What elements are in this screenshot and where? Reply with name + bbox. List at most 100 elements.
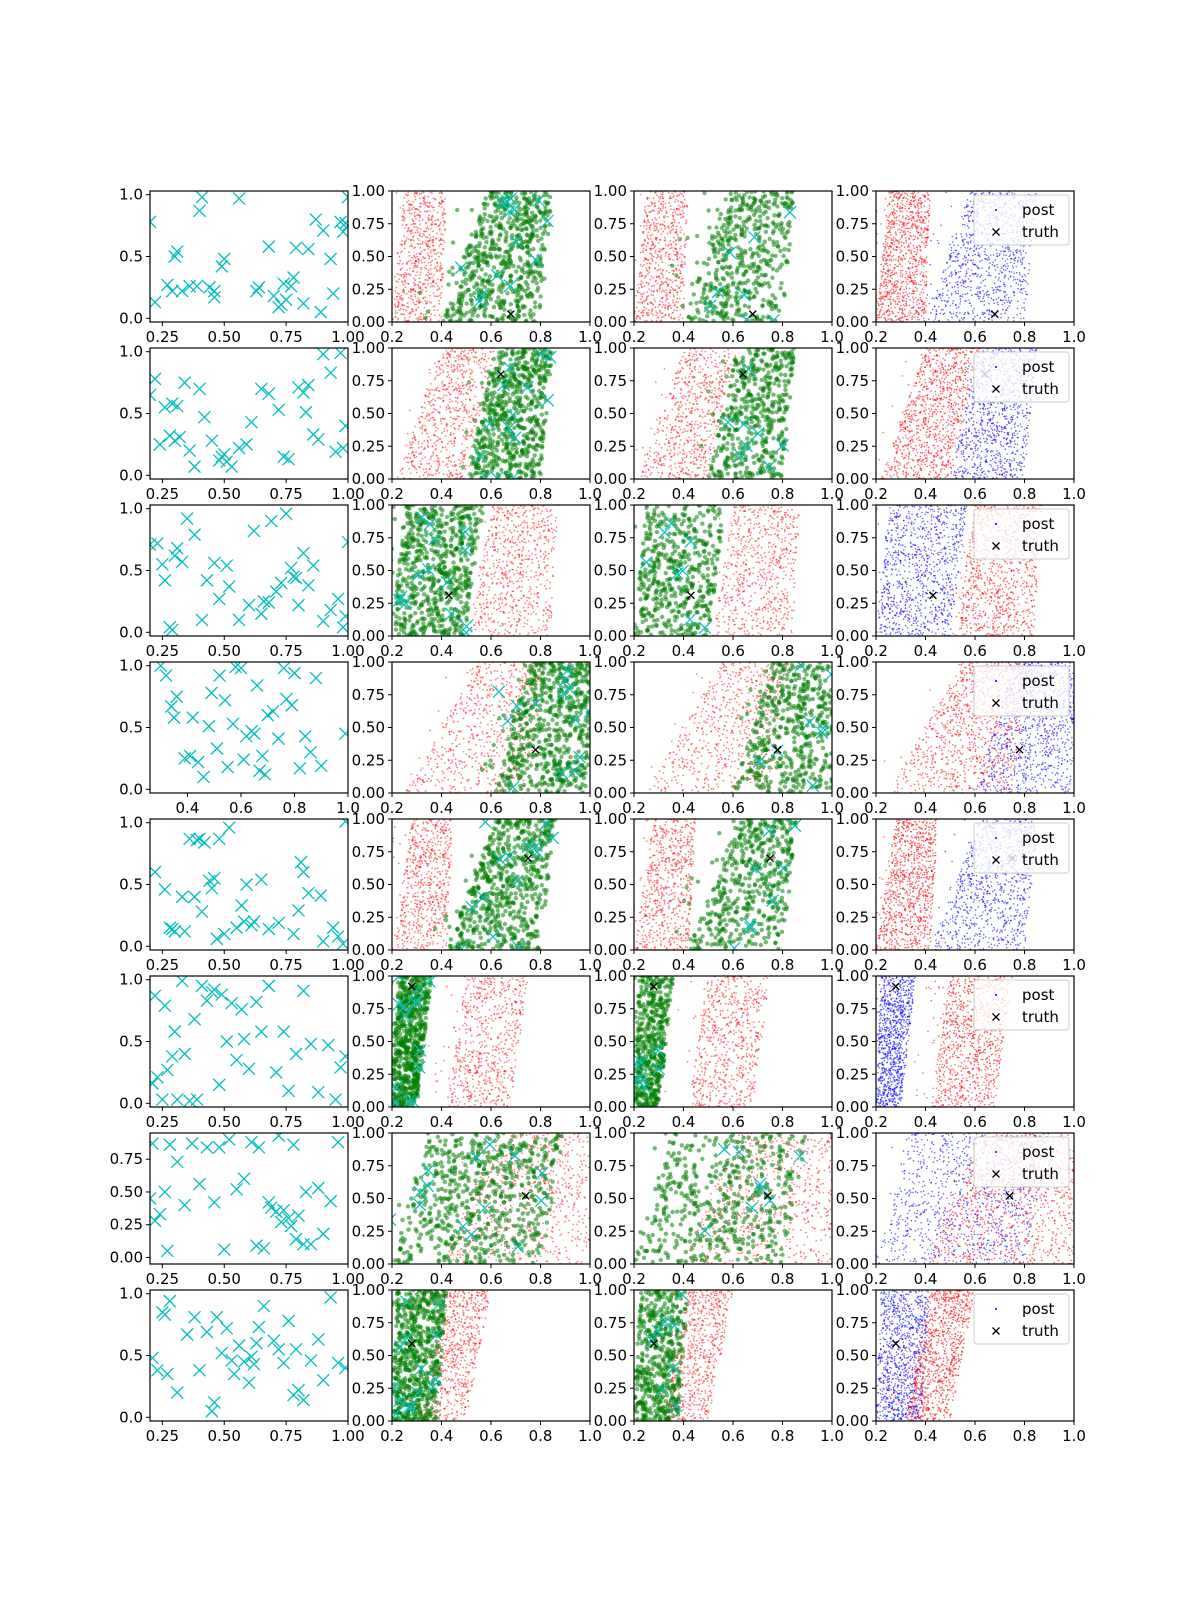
post-point-red — [667, 245, 669, 247]
post-point-red — [394, 290, 397, 293]
post-point-red — [899, 319, 901, 322]
post-point-green — [505, 291, 510, 296]
post-point-red — [443, 208, 445, 211]
post-point-red — [436, 439, 439, 442]
post-point-red — [901, 234, 904, 237]
post-point-red — [408, 207, 411, 210]
post-point-red — [412, 289, 415, 291]
post-point-red — [918, 202, 920, 204]
post-point-red — [425, 290, 428, 293]
post-point-blue — [945, 277, 947, 279]
post-point-red — [907, 230, 909, 233]
post-point-green — [751, 200, 757, 205]
post-point-red — [453, 427, 456, 429]
post-point-red — [436, 285, 439, 288]
post-point-red — [892, 289, 895, 291]
post-point-green — [525, 244, 530, 249]
post-point-red — [415, 226, 418, 229]
post-point-red — [909, 205, 912, 208]
post-xtick-label: 1.0 — [578, 328, 602, 346]
post-point-blue — [942, 292, 944, 295]
post-point-red — [442, 239, 445, 242]
post-point-red — [421, 425, 424, 428]
post-point-red — [671, 299, 674, 302]
post-point-red — [412, 235, 415, 238]
post-point-red — [899, 275, 902, 277]
post-point-green — [770, 275, 775, 280]
post-point-red — [410, 452, 413, 455]
post-point-red — [912, 296, 914, 298]
post-point-red — [886, 219, 889, 221]
post-point-red — [882, 257, 884, 260]
post-point-red — [442, 473, 445, 476]
post-point-blue — [962, 240, 964, 242]
post-point-green — [757, 214, 763, 219]
post-point-red — [879, 303, 882, 306]
post-point-blue — [973, 249, 975, 252]
post-point-red — [884, 263, 886, 265]
post-point-green — [773, 224, 779, 230]
post-point-blue — [954, 269, 956, 272]
post-point-red — [887, 314, 889, 317]
post-point-red — [419, 223, 422, 226]
post-point-green — [722, 229, 727, 234]
post-point-blue — [1021, 288, 1023, 290]
post-point-red — [462, 365, 465, 367]
post-point-red — [427, 396, 430, 398]
post-point-red — [490, 364, 492, 367]
post-point-green — [734, 197, 739, 203]
post-point-green — [515, 293, 520, 298]
post-point-red — [682, 212, 685, 215]
post-point-blue — [1016, 307, 1019, 310]
post-point-red — [925, 276, 928, 279]
post-point-green — [450, 240, 456, 245]
post-point-blue — [1027, 283, 1029, 285]
post-point-red — [648, 197, 651, 200]
post-point-red — [911, 292, 913, 295]
post-point-green — [502, 212, 507, 218]
post-point-red — [925, 227, 927, 229]
post-point-red — [902, 300, 904, 303]
post-point-green — [741, 263, 747, 269]
post-point-red — [414, 192, 416, 194]
post-point-red — [913, 217, 915, 220]
post-point-red — [436, 374, 439, 377]
post-point-red — [927, 220, 930, 223]
post-point-red — [461, 452, 463, 454]
post-point-red — [918, 244, 920, 247]
post-point-red — [419, 235, 422, 238]
post-point-red — [906, 210, 908, 213]
post-point-red — [439, 229, 441, 232]
post-point-red — [662, 203, 664, 206]
post-point-red — [424, 222, 427, 225]
post-point-red — [896, 293, 899, 295]
post-point-red — [892, 222, 895, 224]
post-point-red — [676, 291, 679, 294]
post-point-red — [432, 451, 435, 453]
post-point-green — [716, 260, 721, 265]
post-point-red — [638, 272, 641, 275]
post-point-red — [431, 206, 434, 209]
post-point-red — [413, 211, 416, 214]
post-point-blue — [952, 312, 955, 315]
post-xtick-label: 1.0 — [1062, 328, 1086, 346]
post-point-red — [680, 281, 683, 283]
post-point-red — [639, 316, 641, 319]
sample-xtick-label: 0.75 — [269, 328, 302, 346]
post-point-red — [421, 416, 424, 419]
post-point-red — [670, 226, 673, 229]
post-point-green — [718, 211, 723, 217]
post-point-blue — [1003, 283, 1005, 286]
sample-marker — [311, 432, 325, 446]
post-point-red — [646, 222, 648, 224]
post-point-red — [418, 452, 420, 455]
post-point-red — [917, 225, 920, 227]
post-point-red — [917, 212, 920, 214]
post-point-red — [428, 393, 431, 396]
post-point-red — [904, 233, 907, 236]
post-point-blue — [949, 312, 952, 314]
plot-area — [150, 348, 348, 474]
post-point-red — [899, 209, 901, 212]
post-point-blue — [1007, 248, 1009, 250]
post-point-blue — [978, 297, 980, 300]
